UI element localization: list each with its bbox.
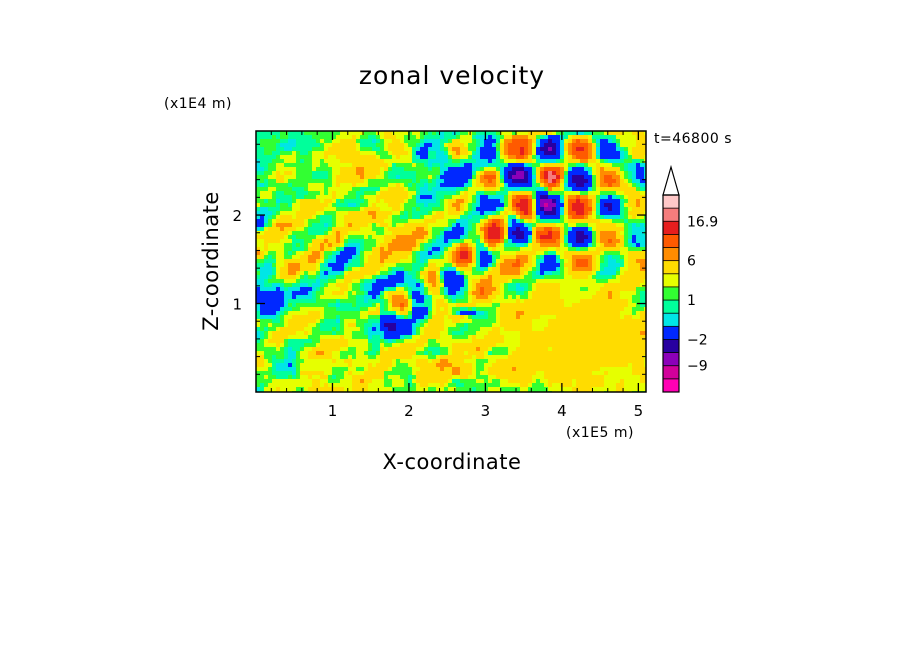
colorbar-label: −9: [687, 359, 708, 375]
colorbar-label: −2: [687, 332, 708, 348]
x-tick-label: 3: [481, 402, 491, 420]
x-axis-label: X-coordinate: [383, 450, 522, 474]
x-tick-label: 1: [328, 402, 338, 420]
colorbar-label: 16.9: [687, 214, 718, 230]
y-axis-ticks: 12: [232, 143, 646, 375]
x-scale-label: (x1E5 m): [566, 425, 634, 441]
colorbar: 16.9 6 1 −2 −9: [662, 164, 718, 393]
colorbar-segment: [663, 221, 679, 235]
x-tick-label: 4: [557, 402, 567, 420]
plot-frame: [255, 130, 647, 393]
y-axis-label: Z-coordinate: [199, 191, 223, 331]
colorbar-segment: [663, 208, 679, 222]
colorbar-segment: [663, 195, 679, 209]
x-tick-label: 5: [634, 402, 644, 420]
y-scale-label: (x1E4 m): [164, 96, 232, 112]
x-tick-label: 2: [404, 402, 414, 420]
y-tick-label: 2: [232, 207, 242, 225]
colorbar-label: 6: [687, 254, 696, 270]
x-axis-ticks: 1 2 3 4 5: [270, 131, 644, 420]
colorbar-segment: [663, 326, 679, 340]
time-label: t=46800 s: [654, 131, 732, 147]
colorbar-segment: [663, 234, 679, 248]
colorbar-label: 1: [687, 293, 696, 309]
colorbar-segment: [663, 313, 679, 327]
colorbar-segment: [663, 339, 679, 353]
colorbar-extend-arrow: [662, 164, 680, 196]
colorbar-segment: [663, 247, 679, 261]
colorbar-segment: [663, 352, 679, 367]
colorbar-segment: [663, 286, 679, 301]
colorbar-segment: [663, 365, 679, 380]
velocity-field: [256, 131, 646, 392]
colorbar-segment: [663, 378, 679, 393]
chart-title: zonal velocity: [359, 61, 545, 90]
colorbar-segment: [663, 273, 679, 288]
colorbar-segment: [663, 300, 679, 314]
colorbar-segment: [663, 260, 679, 275]
y-tick-label: 1: [232, 296, 242, 314]
colorbar-frame: [662, 194, 680, 393]
